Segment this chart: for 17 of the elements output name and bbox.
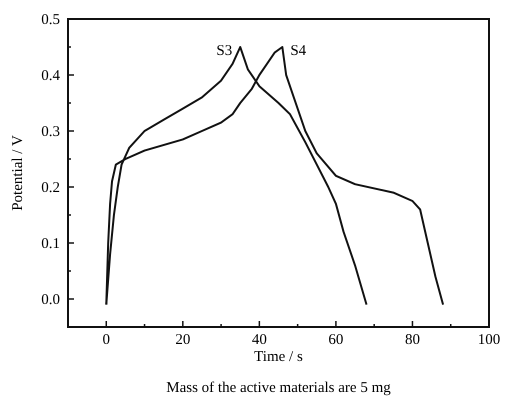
y-tick-label: 0.2 — [41, 180, 60, 196]
x-tick-label: 40 — [252, 332, 267, 348]
y-tick-label: 0.4 — [41, 68, 60, 84]
x-tick-label: 0 — [102, 332, 110, 348]
y-tick-label: 0.0 — [41, 292, 60, 308]
x-tick-label: 80 — [404, 332, 420, 348]
x-tick-label: 60 — [328, 332, 344, 348]
y-tick-label: 0.5 — [41, 12, 60, 28]
y-tick-label: 0.1 — [41, 236, 60, 252]
y-axis-title: Potential / V — [10, 135, 26, 211]
x-tick-label: 20 — [175, 332, 190, 348]
x-tick-label: 100 — [478, 332, 500, 348]
series-label: S4 — [290, 43, 307, 59]
text: Mass of the active materials are 5 mg — [166, 380, 392, 396]
x-axis-title: Time / s — [254, 349, 303, 365]
series-label: S3 — [216, 43, 232, 59]
y-tick-label: 0.3 — [41, 124, 60, 140]
